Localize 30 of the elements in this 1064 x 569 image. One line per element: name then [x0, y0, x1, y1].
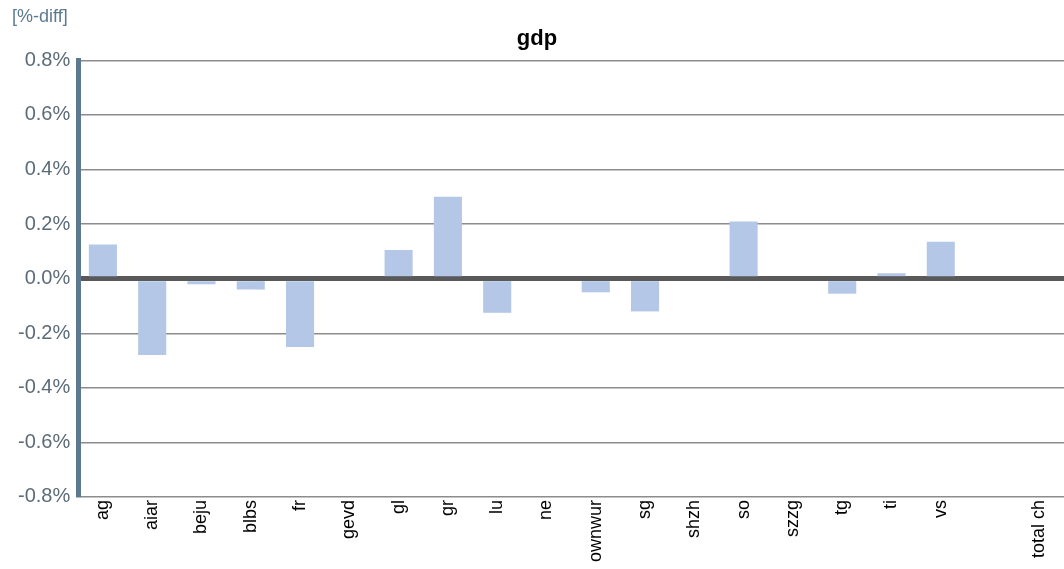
- y-tick-label: 0.4%: [24, 157, 71, 180]
- y-tick-label: -0.6%: [18, 429, 71, 452]
- x-tick-label: vs: [929, 499, 950, 518]
- x-tick-label: lu: [486, 499, 507, 514]
- y-axis-title: [%-diff]: [12, 5, 68, 26]
- x-tick-label: ti: [880, 499, 901, 509]
- y-tick-label: 0.6%: [24, 102, 71, 125]
- chart-title: gdp: [516, 25, 558, 51]
- x-tick-label: tg: [831, 499, 852, 515]
- x-tick-label: gl: [387, 499, 408, 514]
- x-tick-label: gevd: [338, 499, 359, 540]
- y-tick-label: -0.8%: [18, 484, 71, 507]
- x-tick-label: ne: [535, 499, 556, 521]
- x-tick-label: fr: [289, 499, 310, 511]
- x-tick-label: total ch: [1028, 499, 1049, 559]
- y-tick-label: -0.2%: [18, 320, 71, 343]
- x-tick-label: ag: [91, 499, 112, 521]
- y-tick-label: 0.2%: [24, 211, 71, 234]
- x-tick-label: ownwur: [584, 499, 605, 563]
- x-tick-label: sg: [634, 499, 655, 519]
- x-tick-label: szzg: [781, 499, 802, 537]
- x-tick-label: blbs: [239, 499, 260, 534]
- y-tick-label: 0.0%: [24, 266, 71, 289]
- y-tick-label: -0.4%: [18, 375, 71, 398]
- x-tick-label: beju: [190, 499, 211, 535]
- x-tick-label: gr: [436, 499, 457, 516]
- x-tick-label: shzh: [683, 499, 704, 539]
- x-tick-label: aiar: [141, 499, 162, 530]
- y-tick-label: 0.8%: [24, 47, 71, 70]
- x-tick-label: so: [732, 499, 753, 519]
